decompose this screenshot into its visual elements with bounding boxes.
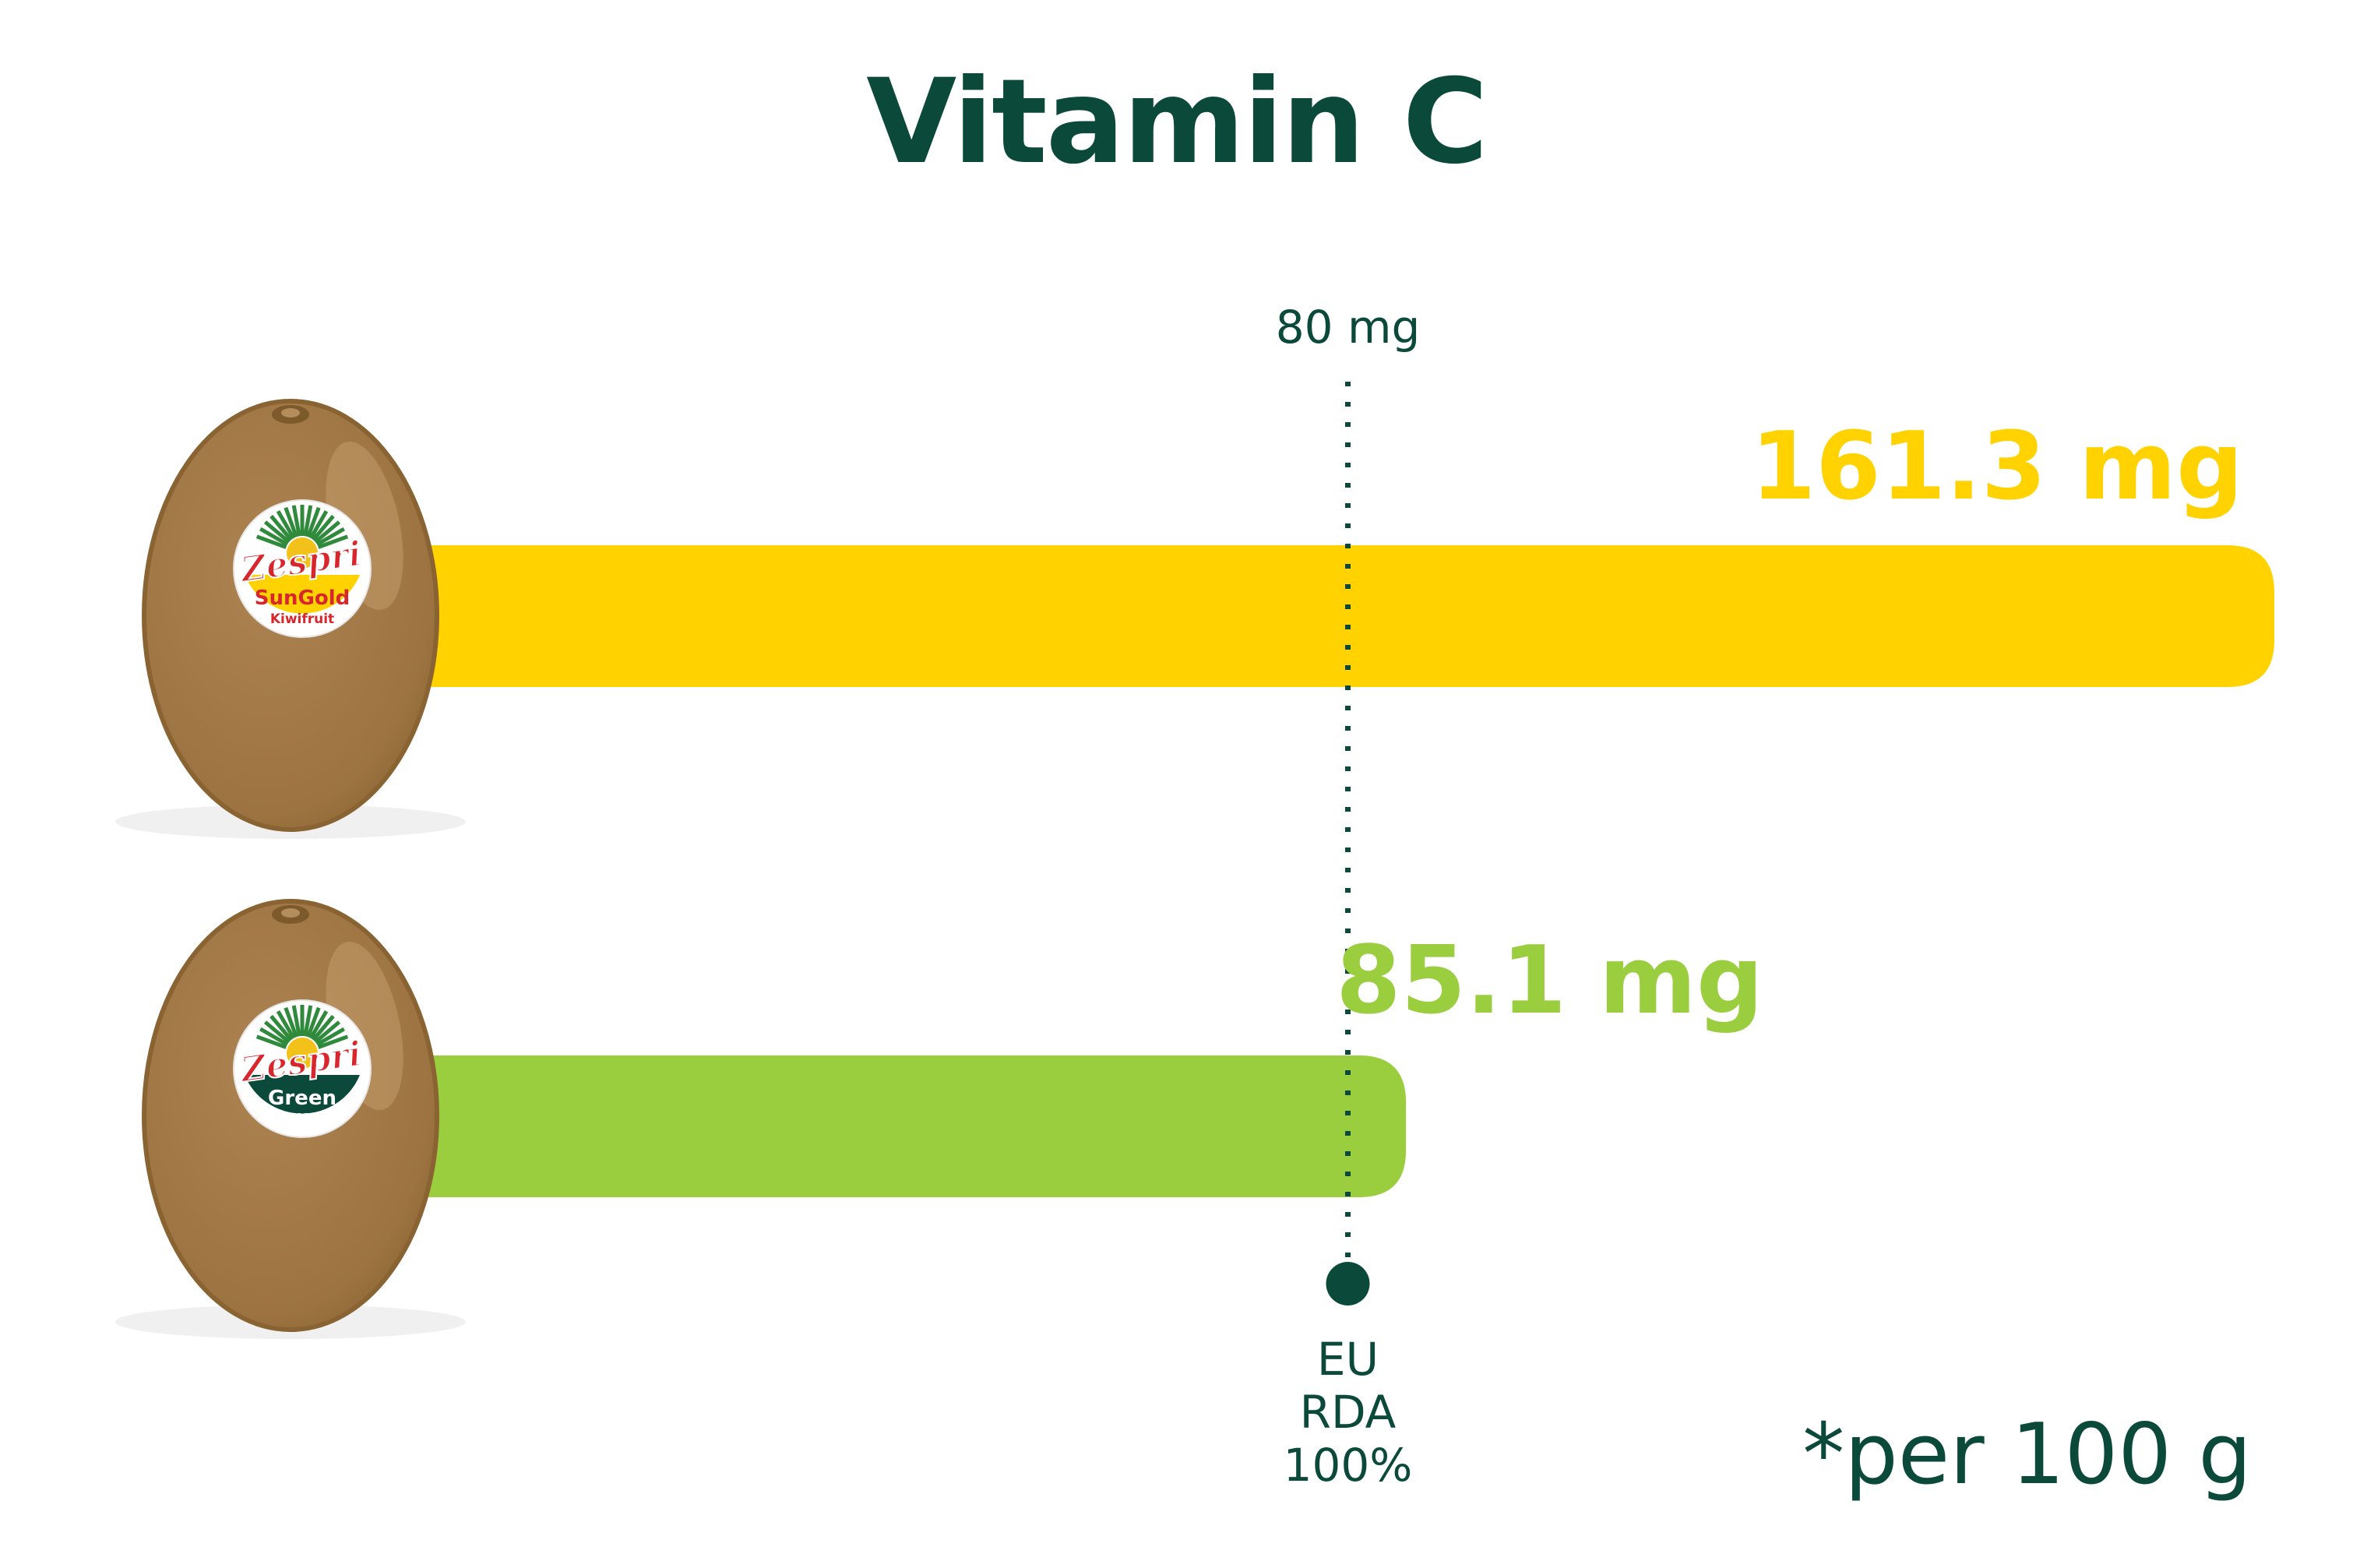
rda-bottom-label-line: EU — [1317, 1333, 1379, 1386]
svg-text:Green: Green — [268, 1087, 336, 1110]
chart-title: Vitamin C — [866, 55, 1488, 190]
bars-layer — [405, 545, 2274, 1197]
svg-text:SunGold: SunGold — [255, 587, 350, 610]
value-label-sungold: 161.3 mg — [1751, 413, 2243, 521]
fruit-layer: ZespriSunGoldKiwifruitZespriGreenKiwifru… — [115, 399, 466, 1339]
value-label-green: 85.1 mg — [1336, 927, 1763, 1035]
rda-reference-dot — [1326, 1262, 1370, 1305]
value-labels-layer: 161.3 mg 85.1 mg — [1336, 413, 2243, 1035]
svg-text:Kiwifruit: Kiwifruit — [270, 1112, 334, 1127]
svg-text:Kiwifruit: Kiwifruit — [270, 611, 334, 627]
rda-top-label: 80 mg — [1276, 301, 1421, 354]
footnote: *per 100 g — [1802, 1406, 2252, 1503]
rda-bottom-label-line: RDA — [1300, 1386, 1397, 1439]
bar-green — [405, 1055, 1407, 1197]
bar-sungold — [405, 545, 2274, 687]
rda-bottom-label-line: 100% — [1284, 1439, 1413, 1492]
